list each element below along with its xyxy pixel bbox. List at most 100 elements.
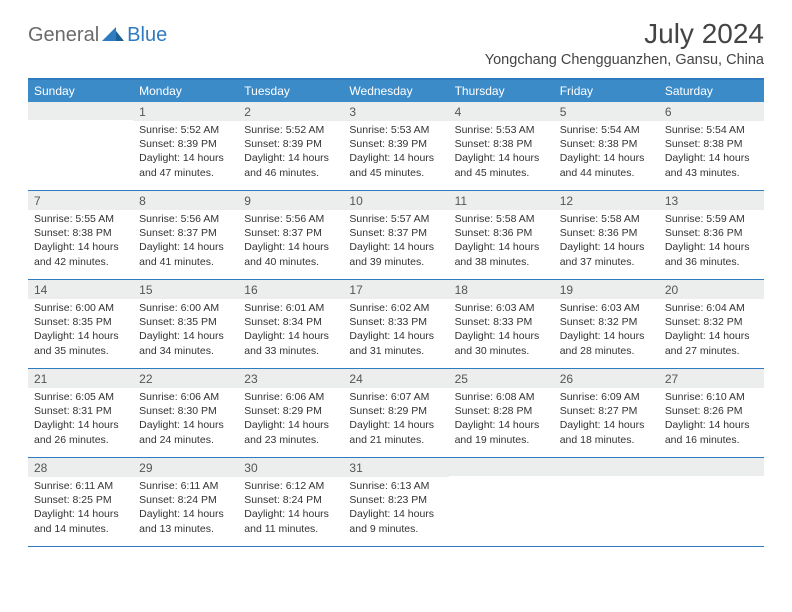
sunset-text: Sunset: 8:24 PM	[139, 493, 232, 507]
sunrise-text: Sunrise: 6:13 AM	[349, 479, 442, 493]
sunset-text: Sunset: 8:39 PM	[244, 137, 337, 151]
daylight-text: Daylight: 14 hours and 16 minutes.	[665, 418, 758, 446]
calendar-week-row: 14Sunrise: 6:00 AMSunset: 8:35 PMDayligh…	[28, 280, 764, 369]
sunset-text: Sunset: 8:32 PM	[665, 315, 758, 329]
daylight-text: Daylight: 14 hours and 26 minutes.	[34, 418, 127, 446]
day-details: Sunrise: 6:10 AMSunset: 8:26 PMDaylight:…	[659, 388, 764, 447]
sunrise-text: Sunrise: 6:06 AM	[244, 390, 337, 404]
daylight-text: Daylight: 14 hours and 37 minutes.	[560, 240, 653, 268]
sunset-text: Sunset: 8:32 PM	[560, 315, 653, 329]
calendar-cell-empty	[449, 458, 554, 546]
sunrise-text: Sunrise: 5:53 AM	[349, 123, 442, 137]
day-number: 15	[133, 280, 238, 299]
day-details: Sunrise: 5:55 AMSunset: 8:38 PMDaylight:…	[28, 210, 133, 269]
calendar-cell: 3Sunrise: 5:53 AMSunset: 8:39 PMDaylight…	[343, 102, 448, 190]
day-number: 5	[554, 102, 659, 121]
sunrise-text: Sunrise: 6:09 AM	[560, 390, 653, 404]
daylight-text: Daylight: 14 hours and 45 minutes.	[349, 151, 442, 179]
sunrise-text: Sunrise: 6:02 AM	[349, 301, 442, 315]
daylight-text: Daylight: 14 hours and 13 minutes.	[139, 507, 232, 535]
day-details: Sunrise: 5:52 AMSunset: 8:39 PMDaylight:…	[133, 121, 238, 180]
daylight-text: Daylight: 14 hours and 41 minutes.	[139, 240, 232, 268]
day-details: Sunrise: 6:03 AMSunset: 8:33 PMDaylight:…	[449, 299, 554, 358]
sunrise-text: Sunrise: 5:56 AM	[244, 212, 337, 226]
sunset-text: Sunset: 8:27 PM	[560, 404, 653, 418]
daylight-text: Daylight: 14 hours and 28 minutes.	[560, 329, 653, 357]
day-details: Sunrise: 5:58 AMSunset: 8:36 PMDaylight:…	[449, 210, 554, 269]
daylight-text: Daylight: 14 hours and 46 minutes.	[244, 151, 337, 179]
calendar-cell: 18Sunrise: 6:03 AMSunset: 8:33 PMDayligh…	[449, 280, 554, 368]
daylight-text: Daylight: 14 hours and 30 minutes.	[455, 329, 548, 357]
weekday-header: Sunday	[28, 80, 133, 102]
sunset-text: Sunset: 8:34 PM	[244, 315, 337, 329]
calendar-cell-empty	[554, 458, 659, 546]
daylight-text: Daylight: 14 hours and 18 minutes.	[560, 418, 653, 446]
calendar-cell: 27Sunrise: 6:10 AMSunset: 8:26 PMDayligh…	[659, 369, 764, 457]
sunset-text: Sunset: 8:25 PM	[34, 493, 127, 507]
day-number: 3	[343, 102, 448, 121]
daylight-text: Daylight: 14 hours and 34 minutes.	[139, 329, 232, 357]
calendar-cell: 4Sunrise: 5:53 AMSunset: 8:38 PMDaylight…	[449, 102, 554, 190]
day-number: 29	[133, 458, 238, 477]
sunset-text: Sunset: 8:37 PM	[349, 226, 442, 240]
calendar-cell: 28Sunrise: 6:11 AMSunset: 8:25 PMDayligh…	[28, 458, 133, 546]
daylight-text: Daylight: 14 hours and 38 minutes.	[455, 240, 548, 268]
sunset-text: Sunset: 8:30 PM	[139, 404, 232, 418]
daylight-text: Daylight: 14 hours and 44 minutes.	[560, 151, 653, 179]
calendar-cell: 19Sunrise: 6:03 AMSunset: 8:32 PMDayligh…	[554, 280, 659, 368]
calendar-cell: 22Sunrise: 6:06 AMSunset: 8:30 PMDayligh…	[133, 369, 238, 457]
sunset-text: Sunset: 8:24 PM	[244, 493, 337, 507]
calendar-week-row: 1Sunrise: 5:52 AMSunset: 8:39 PMDaylight…	[28, 102, 764, 191]
day-details: Sunrise: 6:06 AMSunset: 8:29 PMDaylight:…	[238, 388, 343, 447]
calendar-cell: 20Sunrise: 6:04 AMSunset: 8:32 PMDayligh…	[659, 280, 764, 368]
day-number: 9	[238, 191, 343, 210]
day-number: 24	[343, 369, 448, 388]
sunset-text: Sunset: 8:33 PM	[455, 315, 548, 329]
header: General Blue July 2024 Yongchang Chenggu…	[28, 18, 764, 68]
day-number: 23	[238, 369, 343, 388]
calendar-cell: 30Sunrise: 6:12 AMSunset: 8:24 PMDayligh…	[238, 458, 343, 546]
calendar-cell: 11Sunrise: 5:58 AMSunset: 8:36 PMDayligh…	[449, 191, 554, 279]
sunset-text: Sunset: 8:38 PM	[455, 137, 548, 151]
sunrise-text: Sunrise: 5:59 AM	[665, 212, 758, 226]
day-number: 22	[133, 369, 238, 388]
sunset-text: Sunset: 8:29 PM	[244, 404, 337, 418]
calendar-week-row: 21Sunrise: 6:05 AMSunset: 8:31 PMDayligh…	[28, 369, 764, 458]
day-details: Sunrise: 6:05 AMSunset: 8:31 PMDaylight:…	[28, 388, 133, 447]
day-number: 11	[449, 191, 554, 210]
day-details: Sunrise: 5:52 AMSunset: 8:39 PMDaylight:…	[238, 121, 343, 180]
sunset-text: Sunset: 8:37 PM	[139, 226, 232, 240]
sunrise-text: Sunrise: 5:54 AM	[560, 123, 653, 137]
calendar-cell: 12Sunrise: 5:58 AMSunset: 8:36 PMDayligh…	[554, 191, 659, 279]
sunset-text: Sunset: 8:36 PM	[665, 226, 758, 240]
calendar-cell-empty	[659, 458, 764, 546]
day-number: 4	[449, 102, 554, 121]
sunset-text: Sunset: 8:36 PM	[455, 226, 548, 240]
sunrise-text: Sunrise: 5:54 AM	[665, 123, 758, 137]
day-number: 8	[133, 191, 238, 210]
day-number: 21	[28, 369, 133, 388]
sunrise-text: Sunrise: 6:07 AM	[349, 390, 442, 404]
day-details: Sunrise: 5:56 AMSunset: 8:37 PMDaylight:…	[133, 210, 238, 269]
day-details: Sunrise: 5:53 AMSunset: 8:38 PMDaylight:…	[449, 121, 554, 180]
day-number: 27	[659, 369, 764, 388]
calendar-cell: 31Sunrise: 6:13 AMSunset: 8:23 PMDayligh…	[343, 458, 448, 546]
daylight-text: Daylight: 14 hours and 11 minutes.	[244, 507, 337, 535]
calendar-cell: 29Sunrise: 6:11 AMSunset: 8:24 PMDayligh…	[133, 458, 238, 546]
location-text: Yongchang Chengguanzhen, Gansu, China	[485, 52, 764, 68]
sunset-text: Sunset: 8:29 PM	[349, 404, 442, 418]
day-details: Sunrise: 5:53 AMSunset: 8:39 PMDaylight:…	[343, 121, 448, 180]
day-number: 31	[343, 458, 448, 477]
calendar: Sunday Monday Tuesday Wednesday Thursday…	[28, 78, 764, 547]
weekday-header: Thursday	[449, 80, 554, 102]
calendar-cell: 21Sunrise: 6:05 AMSunset: 8:31 PMDayligh…	[28, 369, 133, 457]
day-details: Sunrise: 5:59 AMSunset: 8:36 PMDaylight:…	[659, 210, 764, 269]
sunrise-text: Sunrise: 6:00 AM	[34, 301, 127, 315]
calendar-cell: 2Sunrise: 5:52 AMSunset: 8:39 PMDaylight…	[238, 102, 343, 190]
sunset-text: Sunset: 8:35 PM	[34, 315, 127, 329]
day-number: 19	[554, 280, 659, 299]
calendar-cell: 24Sunrise: 6:07 AMSunset: 8:29 PMDayligh…	[343, 369, 448, 457]
day-details: Sunrise: 5:58 AMSunset: 8:36 PMDaylight:…	[554, 210, 659, 269]
sunrise-text: Sunrise: 5:55 AM	[34, 212, 127, 226]
calendar-cell: 25Sunrise: 6:08 AMSunset: 8:28 PMDayligh…	[449, 369, 554, 457]
